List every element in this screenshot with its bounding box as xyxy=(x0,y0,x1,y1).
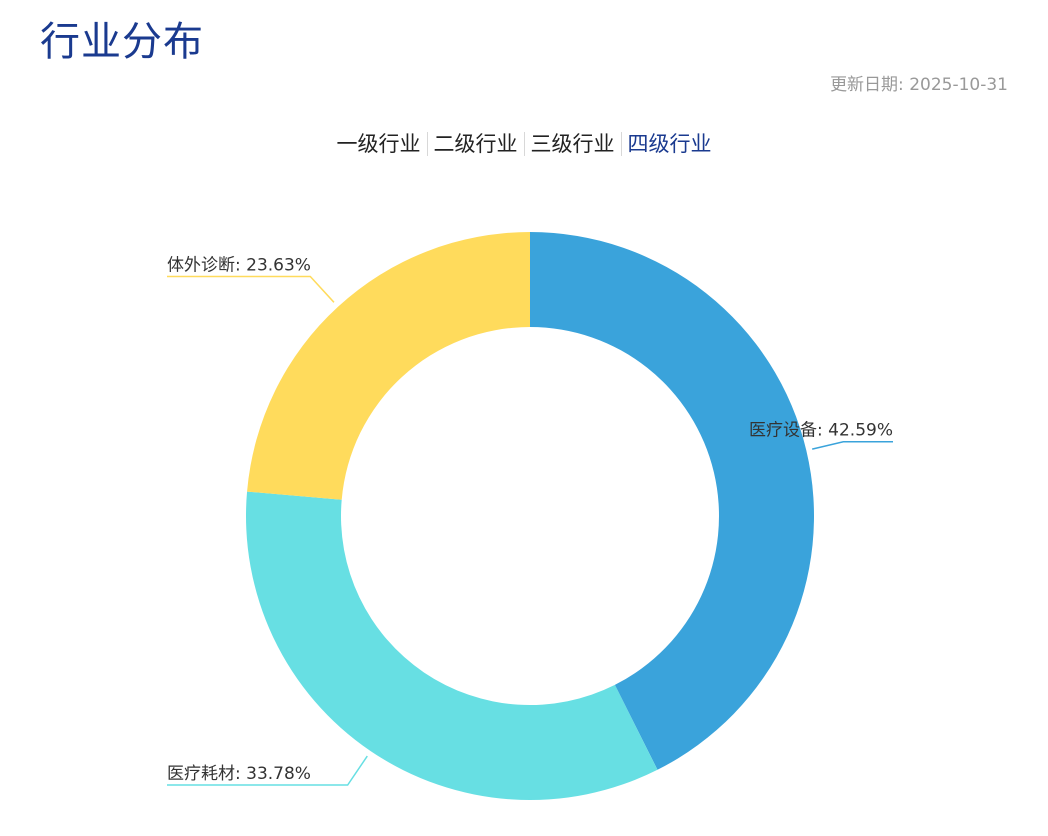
industry-level-tabs: 一级行业 二级行业 三级行业 四级行业 xyxy=(0,128,1048,160)
donut-slice[interactable] xyxy=(530,232,814,770)
slice-label: 医疗设备: 42.59% xyxy=(749,421,893,441)
donut-chart: 医疗设备: 42.59% 医疗耗材: 33.78% 体外诊断: 23.63% xyxy=(167,232,893,800)
tab-level-2[interactable]: 二级行业 xyxy=(433,132,518,156)
tab-divider xyxy=(620,132,622,156)
donut-slice[interactable] xyxy=(246,491,658,800)
tab-divider xyxy=(426,132,428,156)
tab-divider xyxy=(523,132,525,156)
page-title: 行业分布 xyxy=(40,19,204,65)
slice-label: 医疗耗材: 33.78% xyxy=(167,764,311,784)
slice-label: 体外诊断: 23.63% xyxy=(167,256,311,276)
donut-slice[interactable] xyxy=(247,232,531,500)
label-leader-line xyxy=(167,755,368,786)
tab-level-1[interactable]: 一级行业 xyxy=(336,132,421,156)
label-leader-line xyxy=(812,440,893,450)
label-leader-line xyxy=(167,275,335,303)
update-date: 更新日期: 2025-10-31 xyxy=(830,75,1008,95)
tab-level-3[interactable]: 三级行业 xyxy=(530,132,615,156)
tab-level-4[interactable]: 四级行业 xyxy=(627,132,712,156)
